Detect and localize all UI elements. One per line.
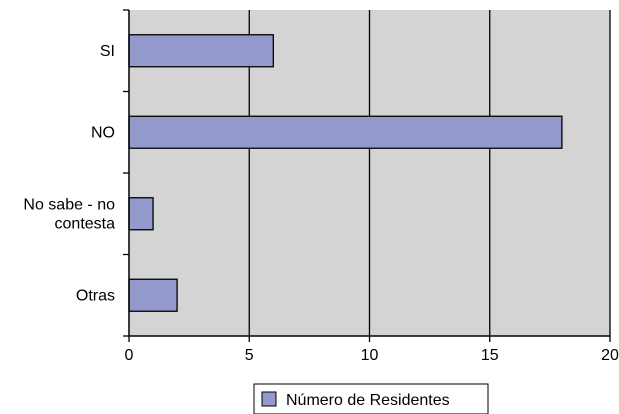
bar: [128, 34, 274, 68]
x-tick-label: 5: [245, 347, 254, 364]
y-tick-label: No sabe - no contesta: [23, 196, 115, 232]
y-tick-label: NO: [91, 124, 115, 141]
x-tick-label: 20: [601, 347, 619, 364]
x-tick-label: 0: [125, 347, 134, 364]
legend-swatch: [261, 391, 277, 407]
bar: [128, 115, 563, 149]
y-tick-label: SI: [100, 43, 115, 60]
legend: Número de Residentes: [253, 383, 489, 414]
x-tick-label: 15: [481, 347, 499, 364]
bars: [128, 34, 563, 312]
bar: [128, 278, 178, 312]
y-tick-label: Otras: [76, 287, 115, 304]
bar: [128, 197, 154, 231]
legend-box: [253, 383, 489, 414]
legend-label: Número de Residentes: [286, 392, 450, 409]
x-tick-label: 10: [361, 347, 379, 364]
y-axis-ticks: SI NO No sabe - no contesta Otras: [23, 9, 129, 337]
x-axis-ticks: 0 5 10 15 20: [125, 336, 619, 364]
